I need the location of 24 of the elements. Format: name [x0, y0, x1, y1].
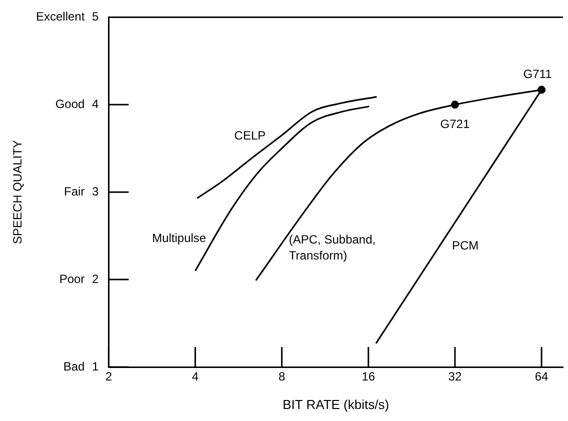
y-tick-label: 5: [92, 10, 99, 24]
x-tick-label: 2: [105, 370, 112, 384]
annotation: G711: [523, 67, 552, 82]
series-label: PCM: [452, 238, 479, 253]
x-tick-label: 64: [534, 370, 549, 384]
x-tick-label: 4: [192, 370, 199, 384]
y-tick-label: 4: [92, 96, 99, 111]
text: Good: [55, 96, 85, 111]
x-tick-label: 32: [448, 370, 462, 384]
text: Poor: [59, 272, 85, 286]
x-tick-label: 8: [278, 370, 286, 384]
y-tick-label: 3: [92, 184, 99, 198]
x-tick-label: 16: [362, 370, 376, 384]
series-label: (APC, Subband, Transform): [288, 232, 376, 263]
text: Fair: [64, 184, 85, 198]
annotation: G721: [440, 116, 470, 131]
text: SPEECH QUALITY: [10, 140, 24, 244]
text: Excellent: [36, 10, 86, 24]
x-axis-title: BIT RATE (kbits/s): [282, 396, 390, 412]
y-tick-label: 2: [92, 272, 99, 286]
text: Bad: [63, 359, 85, 374]
series-label: CELP: [234, 128, 266, 142]
series-label: Multipulse: [152, 230, 206, 245]
y-tick-label: 1: [92, 359, 99, 374]
